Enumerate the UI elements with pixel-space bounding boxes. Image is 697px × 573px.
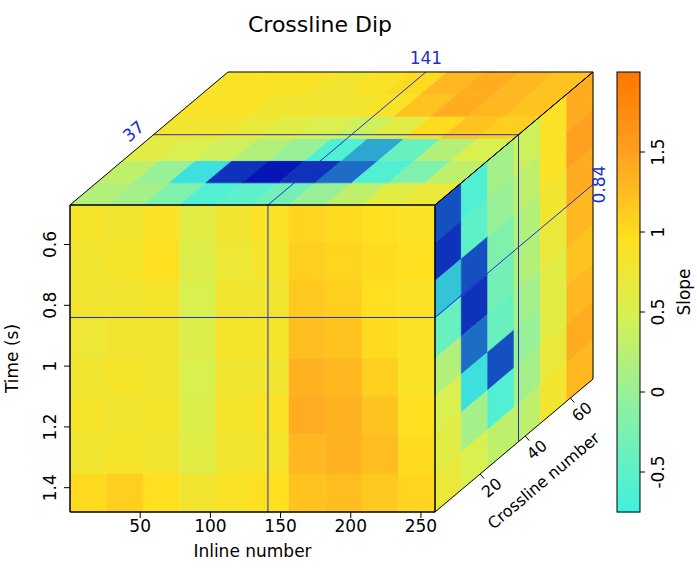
svg-text:37: 37 [119,116,148,145]
svg-text:100: 100 [194,516,226,536]
svg-text:0.5: 0.5 [648,298,668,325]
svg-text:1: 1 [648,227,668,238]
svg-text:Inline number: Inline number [193,541,311,561]
svg-text:141: 141 [410,48,442,68]
svg-text:20: 20 [478,474,506,502]
svg-text:200: 200 [335,516,367,536]
svg-text:0.6: 0.6 [40,231,60,258]
svg-text:0.8: 0.8 [40,292,60,319]
svg-text:0.84: 0.84 [589,166,609,204]
svg-text:40: 40 [523,436,551,464]
svg-text:-0.5: -0.5 [648,455,668,488]
svg-text:Slope: Slope [674,268,694,315]
svg-text:1.4: 1.4 [40,474,60,501]
svg-text:50: 50 [129,516,151,536]
svg-text:1: 1 [40,361,60,372]
svg-text:Crossline number: Crossline number [484,428,604,533]
svg-text:250: 250 [405,516,437,536]
svg-text:0: 0 [648,387,668,398]
svg-text:60: 60 [568,398,596,426]
svg-text:Time (s): Time (s) [2,324,22,394]
svg-text:1.2: 1.2 [40,413,60,440]
svg-text:150: 150 [264,516,296,536]
svg-text:Crossline Dip: Crossline Dip [248,12,392,37]
svg-text:1.5: 1.5 [648,138,668,165]
